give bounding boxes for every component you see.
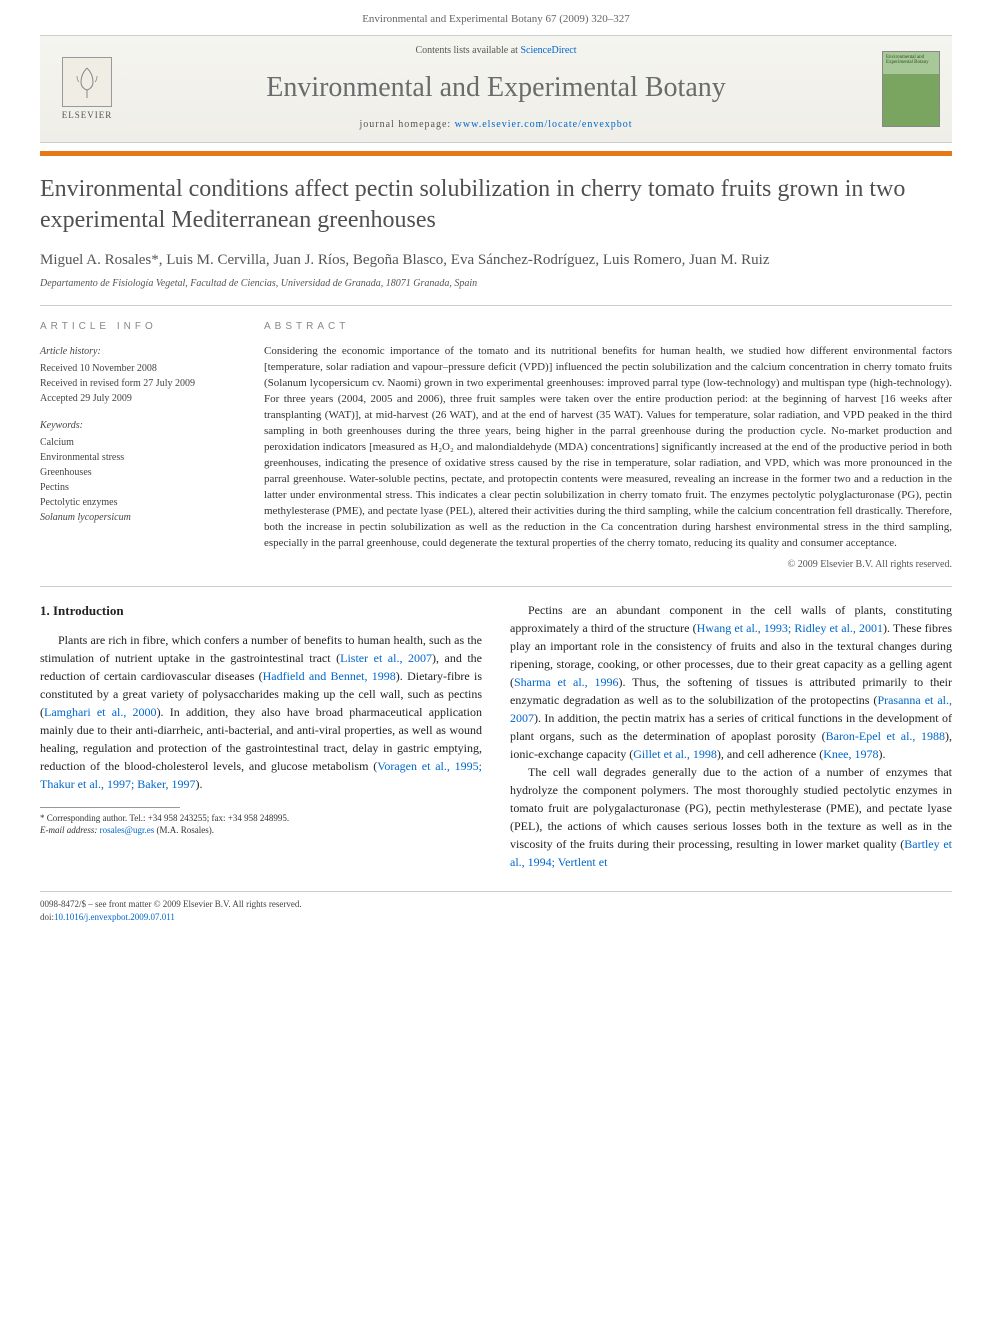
sciencedirect-link[interactable]: ScienceDirect: [520, 45, 576, 56]
affiliation: Departamento de Fisiología Vegetal, Facu…: [40, 277, 952, 291]
info-abstract-row: ARTICLE INFO Article history: Received 1…: [40, 320, 952, 572]
citation-link[interactable]: Gillet et al., 1998: [633, 747, 717, 761]
abstract-text: Considering the economic importance of t…: [264, 344, 952, 551]
revised-date: Received in revised form 27 July 2009: [40, 376, 240, 391]
body-columns: 1. Introduction Plants are rich in fibre…: [40, 601, 952, 871]
keyword: Solanum lycopersicum: [40, 510, 240, 525]
journal-homepage-line: journal homepage: www.elsevier.com/locat…: [40, 118, 952, 142]
running-head: Environmental and Experimental Botany 67…: [0, 0, 992, 35]
footnote-rule: [40, 807, 180, 808]
keyword: Environmental stress: [40, 450, 240, 465]
keywords-subheading: Keywords:: [40, 418, 240, 433]
article-history-block: Article history: Received 10 November 20…: [40, 344, 240, 406]
abstract-copyright: © 2009 Elsevier B.V. All rights reserved…: [264, 558, 952, 573]
left-column: 1. Introduction Plants are rich in fibre…: [40, 601, 482, 871]
accepted-date: Accepted 29 July 2009: [40, 391, 240, 406]
orange-divider: [40, 151, 952, 156]
citation-link[interactable]: Baron-Epel et al., 1988: [826, 729, 945, 743]
citation-link[interactable]: Hwang et al., 1993; Ridley et al., 2001: [697, 621, 883, 635]
article-info-heading: ARTICLE INFO: [40, 320, 240, 334]
right-column: Pectins are an abundant component in the…: [510, 601, 952, 871]
elsevier-tree-icon: [62, 57, 112, 107]
intro-para-3: The cell wall degrades generally due to …: [510, 763, 952, 871]
received-date: Received 10 November 2008: [40, 361, 240, 376]
journal-banner: ELSEVIER Contents lists available at Sci…: [40, 35, 952, 142]
email-label: E-mail address:: [40, 825, 100, 835]
divider-bottom: [40, 586, 952, 587]
author-list: Miguel A. Rosales*, Luis M. Cervilla, Ju…: [40, 250, 952, 271]
citation-link[interactable]: Sharma et al., 1996: [514, 675, 619, 689]
abstract-column: ABSTRACT Considering the economic import…: [264, 320, 952, 572]
keyword: Pectins: [40, 480, 240, 495]
email-link[interactable]: rosales@ugr.es: [100, 825, 155, 835]
intro-para-1: Plants are rich in fibre, which confers …: [40, 631, 482, 793]
keyword: Greenhouses: [40, 465, 240, 480]
intro-para-2: Pectins are an abundant component in the…: [510, 601, 952, 763]
divider-top: [40, 305, 952, 306]
elsevier-label: ELSEVIER: [62, 109, 113, 122]
corresponding-author-footnote: * Corresponding author. Tel.: +34 958 24…: [40, 812, 482, 837]
keyword: Pectolytic enzymes: [40, 495, 240, 510]
article-info-column: ARTICLE INFO Article history: Received 1…: [40, 320, 240, 572]
homepage-link[interactable]: www.elsevier.com/locate/envexpbot: [455, 119, 633, 130]
section-heading-intro: 1. Introduction: [40, 601, 482, 621]
citation-link[interactable]: Knee, 1978: [823, 747, 878, 761]
contents-available-line: Contents lists available at ScienceDirec…: [40, 36, 952, 62]
journal-cover-thumbnail: Environmental and Experimental Botany: [882, 51, 940, 127]
page-footer: 0098-8472/$ – see front matter © 2009 El…: [40, 891, 952, 923]
front-matter-line: 0098-8472/$ – see front matter © 2009 El…: [40, 898, 952, 911]
email-line: E-mail address: rosales@ugr.es (M.A. Ros…: [40, 824, 482, 837]
contents-prefix: Contents lists available at: [415, 45, 520, 56]
cover-text: Environmental and Experimental Botany: [886, 55, 936, 66]
citation-link[interactable]: Lister et al., 2007: [340, 651, 432, 665]
doi-line: doi:10.1016/j.envexpbot.2009.07.011: [40, 911, 952, 924]
corresponding-line: * Corresponding author. Tel.: +34 958 24…: [40, 812, 482, 825]
email-suffix: (M.A. Rosales).: [154, 825, 214, 835]
keyword: Calcium: [40, 435, 240, 450]
homepage-prefix: journal homepage:: [359, 119, 454, 130]
doi-link[interactable]: 10.1016/j.envexpbot.2009.07.011: [54, 912, 175, 922]
keywords-block: Keywords: Calcium Environmental stress G…: [40, 418, 240, 525]
history-subheading: Article history:: [40, 344, 240, 359]
abstract-heading: ABSTRACT: [264, 320, 952, 335]
citation-link[interactable]: Lamghari et al., 2000: [44, 705, 157, 719]
doi-label: doi:: [40, 912, 54, 922]
citation-link[interactable]: Hadfield and Bennet, 1998: [263, 669, 396, 683]
article-title: Environmental conditions affect pectin s…: [40, 174, 952, 236]
elsevier-logo: ELSEVIER: [52, 49, 122, 129]
journal-title: Environmental and Experimental Botany: [40, 62, 952, 117]
